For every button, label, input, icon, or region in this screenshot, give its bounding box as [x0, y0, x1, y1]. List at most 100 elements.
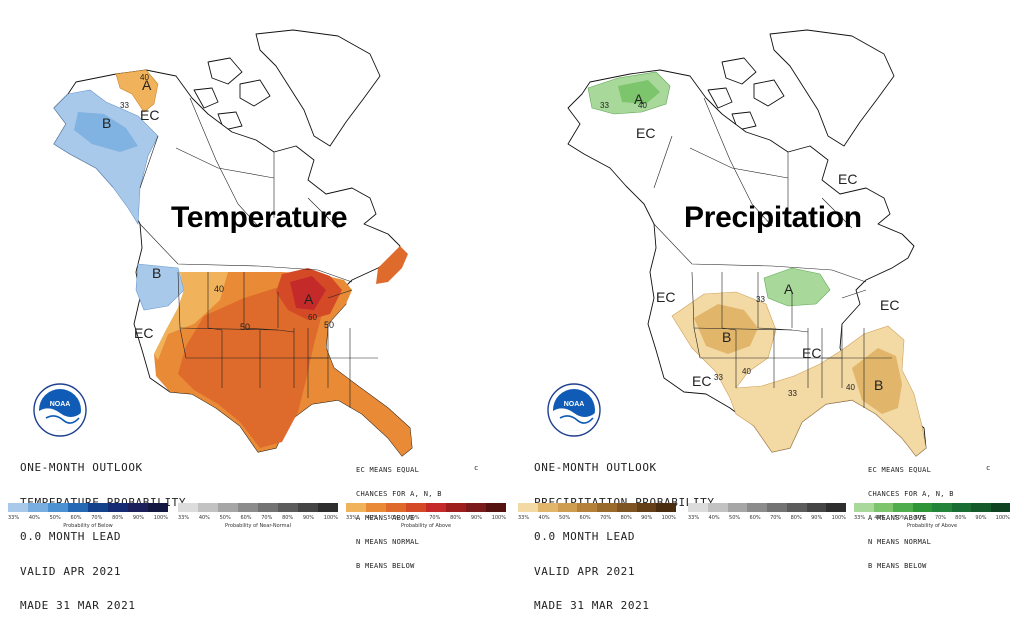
alaska-below-33-label: 33 [120, 101, 129, 110]
scale-above: 33% 40% 50% 60% 70% 80% 90% 100% Probability of… [854, 503, 1010, 529]
scale-tick-label: 70% [429, 515, 441, 521]
scale-swatch [518, 503, 538, 512]
scale-tick-label: 33% [8, 515, 20, 521]
noaa-logo-icon: NOAA [547, 383, 601, 437]
scale-caption: Probability of Below [63, 523, 113, 529]
scale-swatch [426, 503, 446, 512]
precipitation-map-labels: A 40 33 EC EC EC B EC EC A 33 EC 33 40 3… [600, 91, 899, 398]
political-boundaries [653, 97, 892, 408]
scale-swatches [688, 503, 846, 512]
precipitation-outlook-panel: A 40 33 EC EC EC B EC EC A 33 EC 33 40 3… [518, 28, 1012, 611]
scale-tick-label: 80% [955, 515, 967, 521]
scale-swatch [68, 503, 88, 512]
temperature-map-labels: A 40 B 33 EC B EC 40 50 50 A 60 [102, 73, 334, 341]
header-line: ONE-MONTH OUTLOOK [534, 461, 657, 474]
legend-note: EC MEANS EQUAL CHANCES FOR A, N, B A MEA… [868, 450, 990, 594]
precipitation-map: A 40 33 EC EC EC B EC EC A 33 EC 33 40 3… [567, 29, 927, 457]
scale-caption: Probability of Above [400, 523, 452, 529]
glakes-60-label: 60 [308, 313, 317, 322]
scale-tick-label: 90% [302, 515, 314, 521]
scale-tick-label: 90% [641, 515, 653, 521]
scale-swatch [893, 503, 913, 512]
header-line: MADE 31 MAR 2021 [20, 599, 136, 612]
scale-ticks: 33% 40% 50% 60% 70% 80% 90% 100% [688, 515, 846, 521]
note-line: EC MEANS EQUAL [868, 466, 932, 474]
scale-swatch [148, 503, 168, 512]
scale-swatch [486, 503, 506, 512]
alaska-33-label: 33 [600, 101, 609, 110]
scale-caption: Probability of Above [906, 523, 958, 529]
noaa-logo-text: NOAA [50, 401, 71, 408]
scale-swatch [747, 503, 767, 512]
scale-swatch [346, 503, 366, 512]
scale-tick-label: 100% [995, 515, 1010, 521]
scale-swatch [767, 503, 787, 512]
alaska-40-label: 40 [638, 101, 647, 110]
scale-tick-label: 100% [661, 515, 676, 521]
note-line: A MEANS ABOVE [356, 514, 415, 522]
scale-tick-label: 100% [831, 515, 846, 521]
header-line: MADE 31 MAR 2021 [534, 599, 650, 612]
midwest-above-region [763, 267, 831, 307]
scale-swatches [178, 503, 338, 512]
scale-swatch [386, 503, 406, 512]
legend-note: EC MEANS EQUAL CHANCES FOR A, N, B A MEA… [356, 450, 478, 594]
scale-tick-label: 80% [790, 515, 802, 521]
note-line: N MEANS NORMAL [868, 538, 932, 546]
scale-swatch [951, 503, 971, 512]
scale-tick-label: 80% [450, 515, 462, 521]
scale-swatch [537, 503, 558, 512]
temperature-map: A 40 B 33 EC B EC 40 50 50 A 60 [53, 29, 413, 457]
political-boundaries [139, 97, 378, 408]
scale-tick-label: 100% [323, 515, 338, 521]
nw-below-label: B [152, 265, 161, 281]
scale-swatch [198, 503, 218, 512]
scale-swatch [786, 503, 807, 512]
panel-title: Temperature [171, 201, 348, 234]
west-ec-label: EC [134, 325, 153, 341]
contour-50-east-label: 50 [324, 320, 334, 330]
midwest-above-label: A [784, 281, 794, 297]
south-33-label: 33 [788, 389, 797, 398]
contour-40-label: 40 [214, 284, 224, 294]
note-mark: c [474, 464, 479, 472]
scale-tick-label: 60% [70, 515, 82, 521]
scale-tick-label: 80% [112, 515, 124, 521]
alaska-above-40-label: 40 [140, 73, 149, 82]
scale-tick-label: 33% [518, 515, 530, 521]
scale-swatch [616, 503, 637, 512]
southeast-below-label: B [874, 377, 883, 393]
scale-tick-label: 70% [261, 515, 273, 521]
scale-tick-label: 50% [49, 515, 61, 521]
header-line: 0.0 MONTH LEAD [20, 530, 122, 543]
note-line: A MEANS ABOVE [868, 514, 927, 522]
canada-ec-label: EC [838, 171, 857, 187]
scale-swatch [108, 503, 128, 512]
scale-swatch [990, 503, 1010, 512]
header-line: TEMPERATURE PROBABILITY [20, 495, 187, 509]
scale-swatch [806, 503, 827, 512]
scale-swatch [298, 503, 318, 512]
scale-tick-label: 80% [620, 515, 632, 521]
scale-tick-label: 60% [240, 515, 252, 521]
alaska-above-region [115, 69, 159, 113]
scale-swatch [597, 503, 617, 512]
note-line: EC MEANS EQUAL [356, 466, 420, 474]
panel-title: Precipitation [684, 201, 862, 234]
scale-swatch [48, 503, 68, 512]
scale-tick-label: 70% [600, 515, 612, 521]
scale-swatches [8, 503, 168, 512]
midwest-33-label: 33 [756, 295, 765, 304]
scale-tick-label: 50% [219, 515, 231, 521]
scale-tick-label: 70% [91, 515, 103, 521]
plains-ec-label: EC [802, 345, 821, 361]
contour-50-west-label: 50 [240, 322, 250, 332]
header-line: 0.0 MONTH LEAD [534, 530, 636, 543]
scale-tick-label: 100% [491, 515, 506, 521]
scale-swatch [557, 503, 578, 512]
west-ec-label: EC [656, 289, 675, 305]
scale-swatch [826, 503, 846, 512]
scale-tick-label: 50% [894, 515, 906, 521]
scale-swatches [518, 503, 676, 512]
alaska-above-label: A [142, 77, 152, 93]
